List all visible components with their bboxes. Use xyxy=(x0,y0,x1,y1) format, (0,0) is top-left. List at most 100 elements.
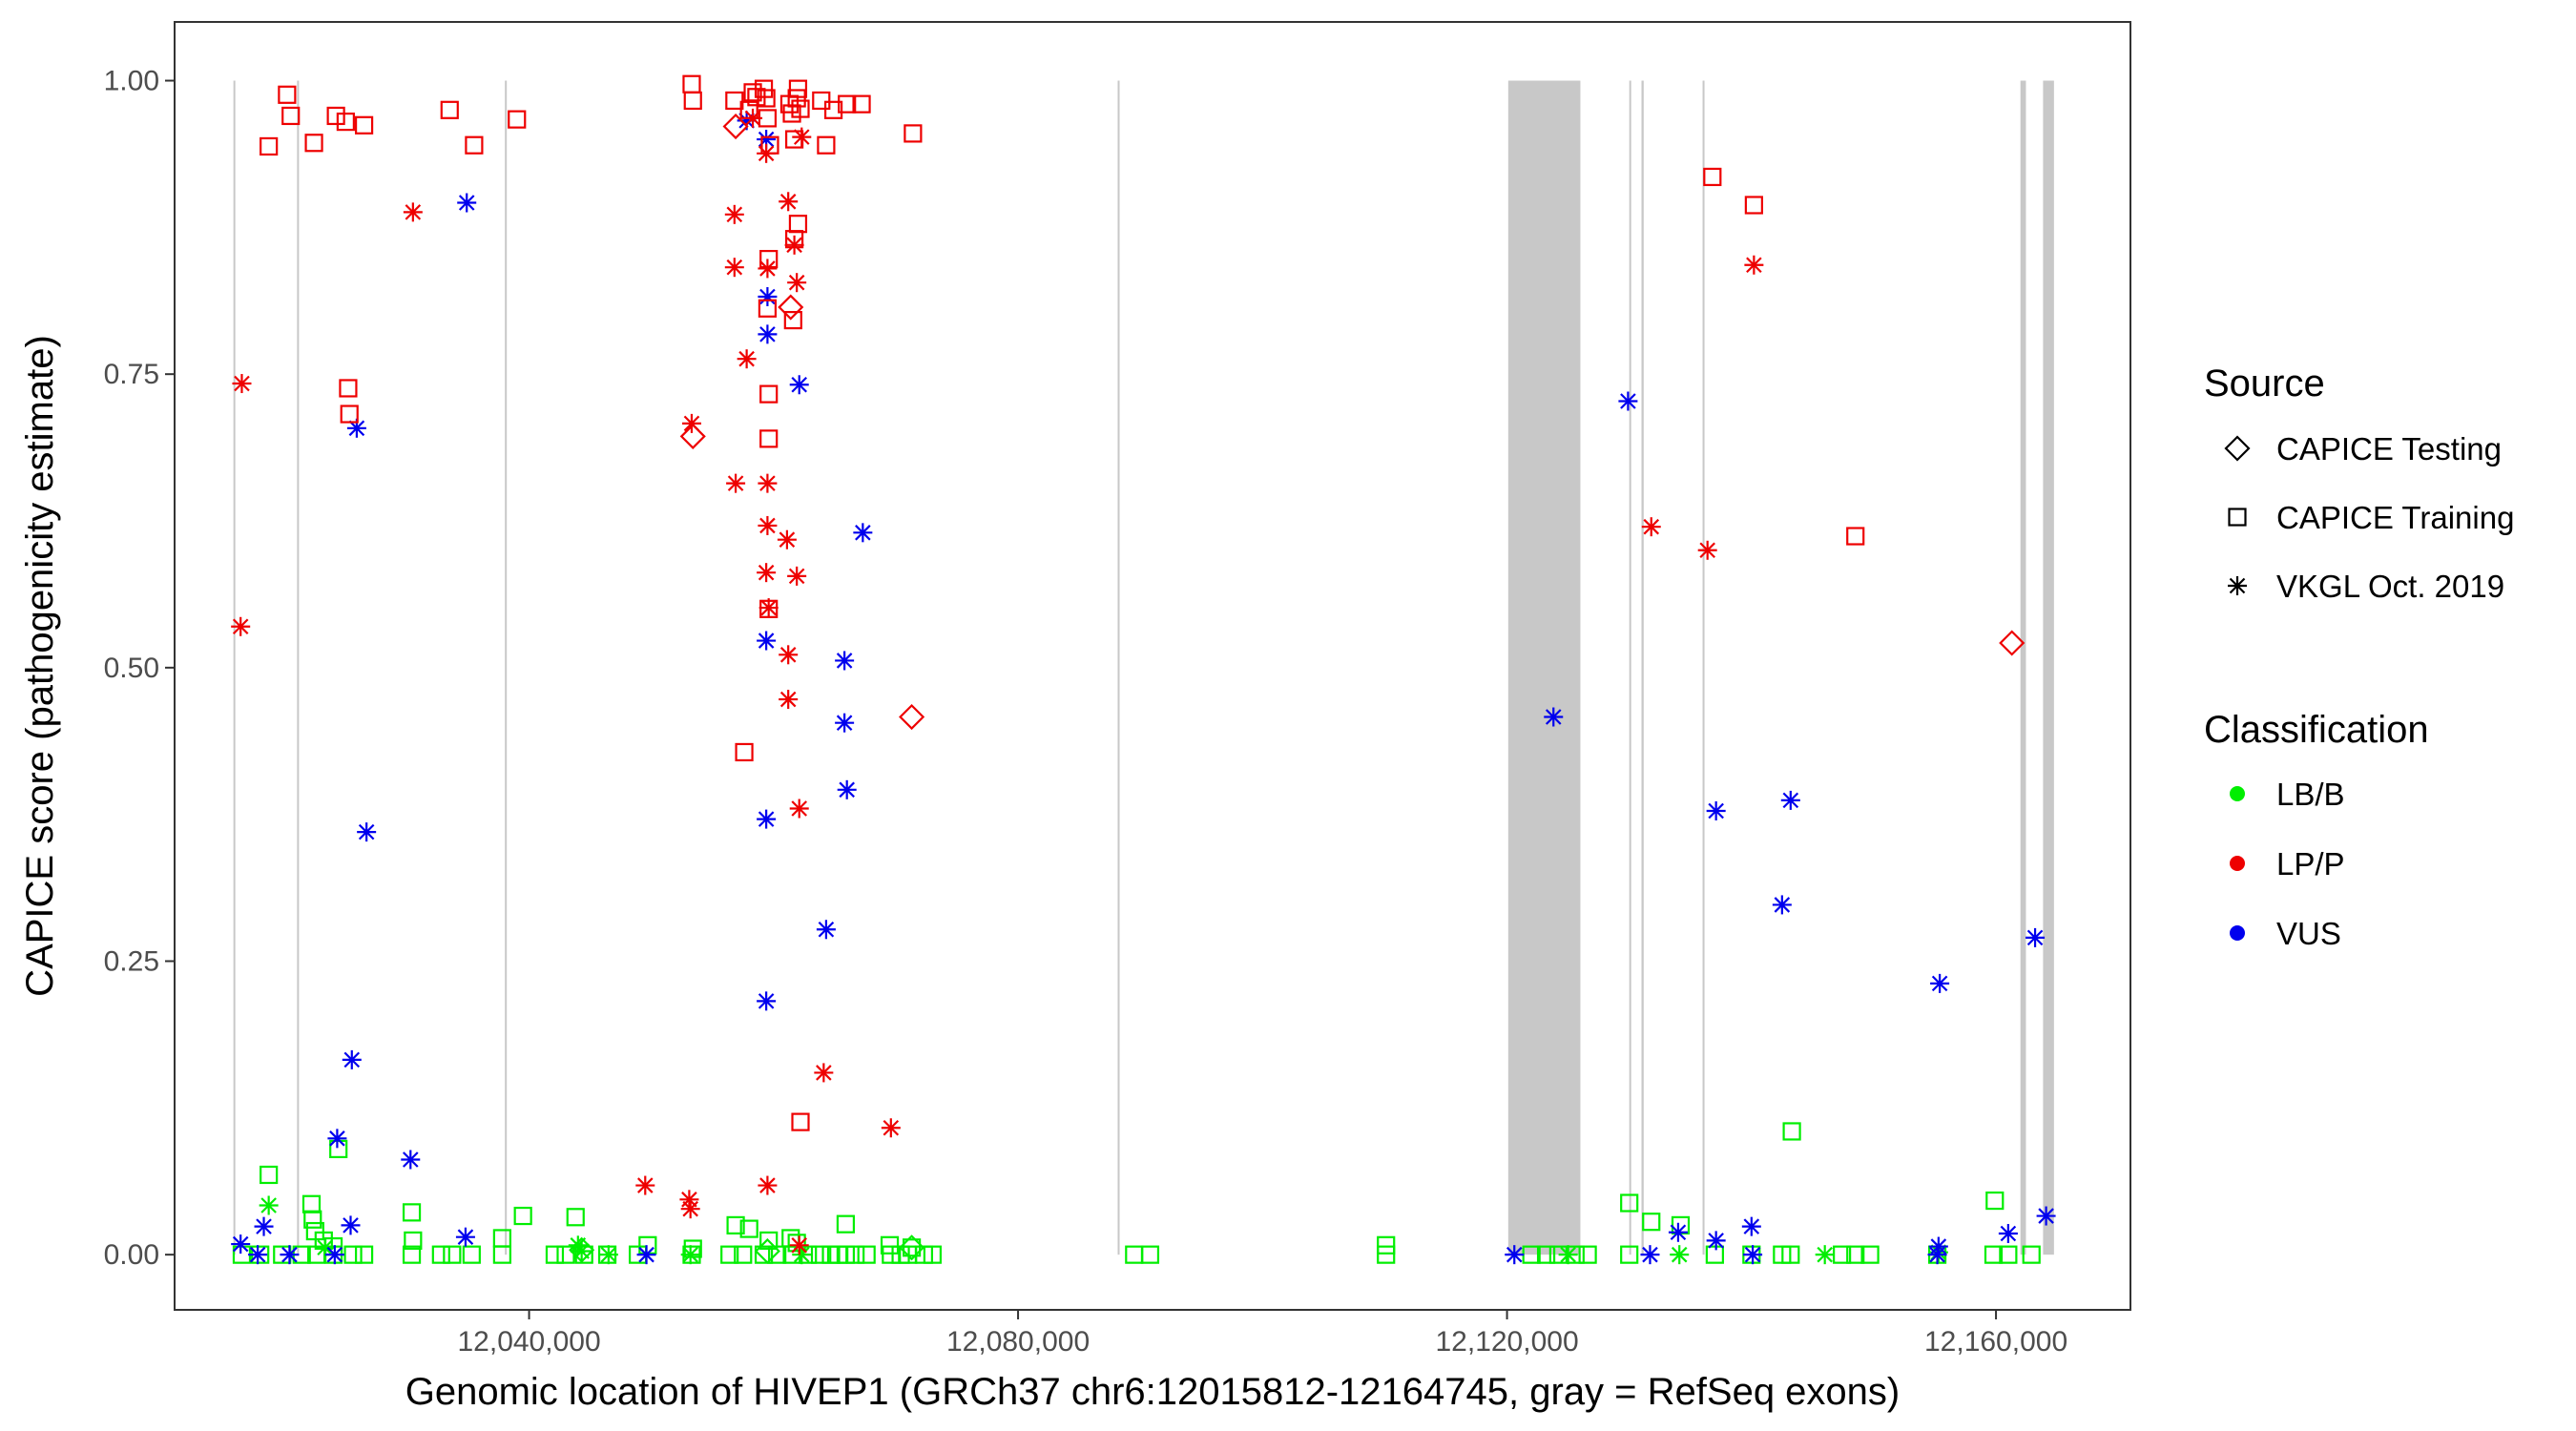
point-testing xyxy=(778,294,804,321)
star-stroke xyxy=(1931,975,1948,992)
point-vkgl xyxy=(1706,1231,1726,1251)
star-stroke xyxy=(1506,1246,1523,1263)
point-vkgl xyxy=(457,193,477,213)
exon-band xyxy=(1117,80,1120,1255)
point-vkgl xyxy=(835,651,855,671)
point-training xyxy=(683,91,702,111)
star-stroke xyxy=(1699,542,1715,559)
star-stroke xyxy=(758,993,775,1009)
star-stroke xyxy=(1708,1233,1724,1249)
point-training xyxy=(852,94,871,114)
point-training xyxy=(1620,1245,1639,1264)
point-vkgl xyxy=(342,1049,362,1069)
star-stroke xyxy=(637,1177,654,1193)
star-stroke xyxy=(1643,518,1660,535)
point-training xyxy=(758,299,778,318)
y-tick-label: 0.00 xyxy=(104,1239,159,1271)
point-vkgl xyxy=(403,202,423,222)
point-training xyxy=(513,1206,532,1226)
point-vkgl xyxy=(635,1175,655,1195)
star-stroke xyxy=(682,1200,698,1217)
star-stroke xyxy=(256,1218,272,1234)
star-stroke xyxy=(281,1246,298,1263)
point-vkgl xyxy=(789,375,809,395)
star-stroke xyxy=(1743,1218,1760,1234)
point-vkgl xyxy=(724,204,744,224)
point-vkgl xyxy=(1544,707,1564,727)
point-vkgl xyxy=(1618,391,1638,411)
point-training xyxy=(404,1231,423,1250)
point-vkgl xyxy=(835,713,855,733)
point-vkgl xyxy=(1697,540,1717,560)
point-training xyxy=(1782,1122,1801,1141)
star-stroke xyxy=(1560,1246,1576,1263)
point-training xyxy=(768,1245,787,1264)
point-vkgl xyxy=(1741,1216,1761,1236)
legend-source-title: Source xyxy=(2204,363,2325,404)
point-vkgl xyxy=(231,616,251,636)
point-training xyxy=(734,1245,753,1264)
point-training xyxy=(281,106,301,126)
star-stroke xyxy=(759,288,776,305)
point-vkgl xyxy=(636,1245,656,1265)
exon-bands xyxy=(233,80,2054,1255)
point-vkgl xyxy=(1772,895,1792,915)
star-stroke xyxy=(1620,393,1636,409)
plot-background xyxy=(175,22,2130,1310)
legend-key-lbb xyxy=(2230,786,2245,801)
point-vkgl xyxy=(743,108,763,128)
star-stroke xyxy=(794,129,810,145)
star-stroke xyxy=(791,376,807,393)
point-vkgl xyxy=(679,1190,699,1210)
star-stroke xyxy=(759,517,776,534)
point-training xyxy=(725,91,744,111)
star-stroke xyxy=(818,921,835,938)
star-stroke xyxy=(726,259,743,276)
point-vkgl xyxy=(598,1245,618,1265)
point-vkgl xyxy=(1928,1236,1948,1256)
star-stroke xyxy=(779,691,797,708)
star-stroke xyxy=(738,350,755,367)
legend-label-testing: CAPICE Testing xyxy=(2276,431,2502,467)
star-stroke xyxy=(779,194,797,210)
point-vkgl xyxy=(757,991,777,1011)
point-training xyxy=(260,136,279,156)
point-training xyxy=(791,1112,810,1131)
point-training xyxy=(1985,1191,2005,1211)
star-stroke xyxy=(260,1197,277,1213)
exon-band xyxy=(233,80,236,1255)
point-training xyxy=(754,1245,774,1264)
star-stroke xyxy=(1817,1246,1833,1263)
point-vkgl xyxy=(1927,1245,1947,1265)
point-training xyxy=(880,1235,900,1255)
star-stroke xyxy=(1708,802,1724,819)
point-training xyxy=(1140,1245,1160,1264)
exon-band xyxy=(1641,80,1644,1255)
star-stroke xyxy=(683,415,700,432)
star-stroke xyxy=(836,653,853,669)
point-training xyxy=(462,1245,481,1264)
point-vkgl xyxy=(792,127,812,147)
point-vkgl xyxy=(757,809,777,829)
star-stroke xyxy=(726,206,743,223)
star-stroke xyxy=(348,420,365,437)
star-stroke xyxy=(1744,1246,1761,1263)
point-training xyxy=(278,85,297,104)
x-tick-label: 12,080,000 xyxy=(946,1326,1090,1358)
point-training xyxy=(817,135,836,155)
point-training xyxy=(343,1245,363,1264)
point-vkgl xyxy=(455,1227,475,1247)
legend-classification-title: Classification xyxy=(2204,709,2429,751)
star-stroke xyxy=(2000,1225,2017,1242)
legend-key-vus xyxy=(2230,925,2245,941)
star-stroke xyxy=(1782,792,1799,809)
star-stroke xyxy=(758,564,775,581)
point-training xyxy=(402,1203,422,1222)
x-tick-label: 12,040,000 xyxy=(457,1326,600,1358)
point-vkgl xyxy=(341,1215,361,1235)
point-vkgl xyxy=(816,920,836,940)
point-training xyxy=(1536,1245,1556,1264)
point-vkgl xyxy=(2036,1206,2056,1226)
legend-label-training: CAPICE Training xyxy=(2276,500,2514,535)
